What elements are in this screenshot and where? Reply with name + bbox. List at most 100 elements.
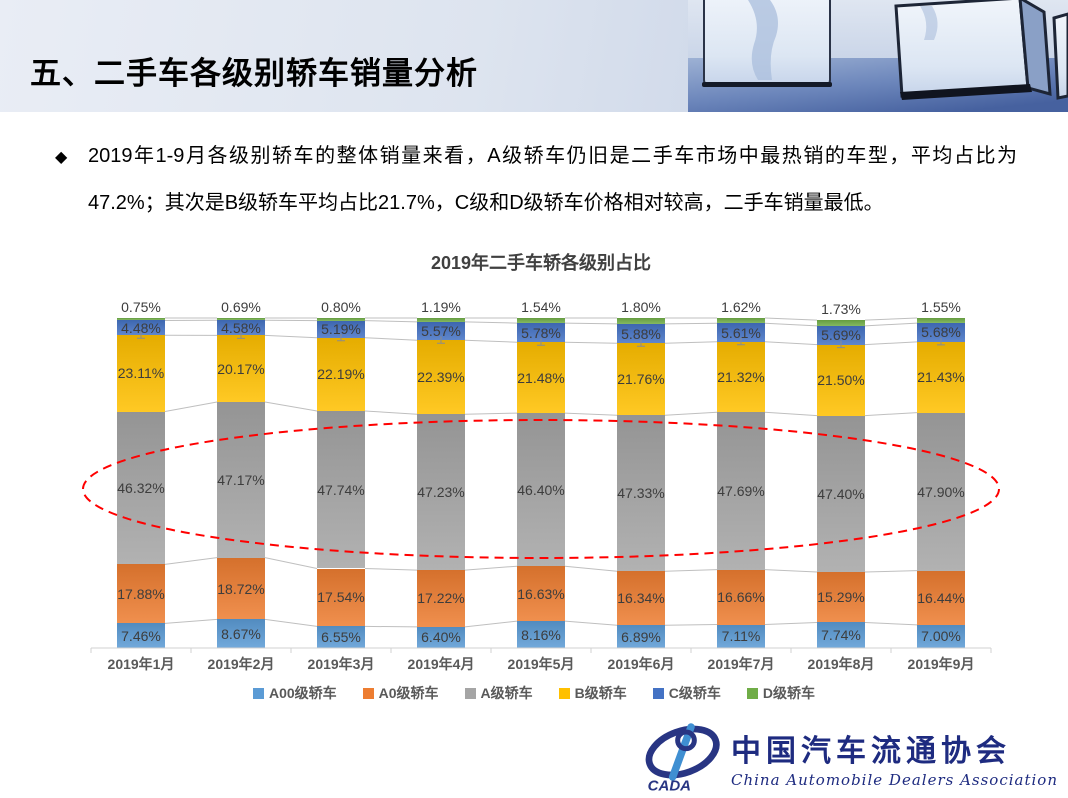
slide-header: 五、二手车各级别轿车销量分析 [0, 0, 1068, 112]
bar-segment-D级轿车 [617, 318, 665, 324]
bar-segment-A00级轿车 [217, 619, 265, 648]
bar-segment-B级轿车 [917, 341, 965, 413]
data-label-A00级轿车: 6.40% [421, 629, 461, 646]
bar-segment-A00级轿车 [717, 624, 765, 648]
bar-segment-D级轿车 [717, 317, 765, 324]
bar-segment-A0级轿车 [717, 569, 765, 625]
data-label-B级轿车: 22.39% [417, 369, 465, 386]
bar-segment-A00级轿车 [517, 621, 565, 648]
data-label-B级轿车: 21.76% [617, 371, 665, 388]
bar-segment-A00级轿车 [917, 624, 965, 648]
bar-segment-A0级轿车 [817, 572, 865, 623]
data-label-D级轿车: 0.75% [121, 299, 161, 315]
bar-segment-C级轿车 [217, 320, 265, 336]
data-label-D级轿车: 1.62% [721, 298, 761, 315]
x-axis-label: 2019年6月 [607, 656, 675, 672]
bar-segment-A00级轿车 [317, 626, 365, 648]
bar-segment-A0级轿车 [517, 566, 565, 622]
page-title: 五、二手车各级别轿车销量分析 [30, 56, 478, 91]
bar-segment-A00级轿车 [617, 625, 665, 648]
legend-swatch-icon [464, 687, 476, 699]
legend-item-A0级轿车: A0级轿车 [362, 683, 439, 703]
bar-segment-C级轿车 [917, 323, 965, 342]
org-name-chinese: 中国汽车流通协会 [730, 734, 1011, 768]
bar-segment-D级轿车 [417, 318, 465, 322]
data-label-A0级轿车: 15.29% [817, 589, 865, 606]
data-label-A0级轿车: 16.66% [717, 589, 765, 606]
legend-item-B级轿车: B级轿车 [558, 683, 627, 703]
data-label-B级轿车: 23.11% [117, 365, 165, 382]
x-axis-label: 2019年5月 [507, 656, 575, 672]
data-label-C级轿车: 4.48% [121, 319, 161, 336]
legend-item-A级轿车: A级轿车 [464, 683, 533, 703]
data-label-C级轿车: 5.57% [421, 323, 461, 340]
data-label-C级轿车: 5.69% [821, 327, 861, 344]
org-name-english: China Automobile Dealers Association [730, 770, 1058, 789]
data-label-A级轿车: 47.90% [917, 483, 965, 500]
bar-segment-A0级轿车 [417, 570, 465, 627]
bar-segment-C级轿车 [717, 323, 765, 342]
bar-segment-C级轿车 [617, 323, 665, 344]
data-label-D级轿车: 1.54% [521, 299, 561, 316]
data-label-A00级轿车: 7.74% [821, 627, 861, 644]
bar-segment-B级轿车 [817, 344, 865, 416]
data-label-A0级轿车: 17.54% [317, 589, 365, 606]
data-label-A00级轿车: 6.55% [321, 629, 361, 646]
bar-segment-B级轿车 [217, 335, 265, 402]
legend-item-D级轿车: D级轿车 [746, 683, 816, 703]
x-axis-label: 2019年4月 [407, 656, 475, 672]
data-label-A级轿车: 46.32% [117, 479, 165, 496]
legend-swatch-icon [362, 687, 374, 699]
legend-swatch-icon [746, 687, 758, 699]
data-label-A00级轿车: 8.67% [221, 625, 261, 642]
legend-label: B级轿车 [574, 685, 627, 701]
data-label-B级轿车: 21.48% [517, 369, 565, 386]
cada-logo-text: CADA [648, 777, 691, 792]
bar-segment-C级轿车 [517, 323, 565, 343]
data-label-B级轿车: 21.32% [717, 369, 765, 385]
bar-segment-B级轿车 [717, 341, 765, 413]
data-label-A级轿车: 47.17% [217, 471, 265, 488]
bar-segment-C级轿车 [117, 320, 165, 336]
x-axis-label: 2019年8月 [807, 656, 875, 672]
bar-segment-D级轿车 [117, 318, 165, 321]
chart-legend: A00级轿车 A0级轿车 A级轿车 B级轿车 C级轿车 D级轿车 [0, 683, 1068, 703]
bar-segment-D级轿车 [517, 318, 565, 324]
data-label-C级轿车: 4.58% [221, 319, 261, 336]
data-label-A00级轿车: 7.11% [721, 628, 761, 645]
data-label-A0级轿车: 16.34% [617, 590, 665, 607]
x-axis-label: 2019年3月 [307, 656, 375, 672]
bar-segment-B级轿车 [417, 340, 465, 415]
data-label-C级轿车: 5.78% [521, 324, 561, 341]
data-label-A级轿车: 46.40% [517, 481, 565, 498]
legend-label: A0级轿车 [378, 685, 439, 701]
bar-segment-B级轿车 [117, 335, 165, 412]
bar-segment-C级轿车 [817, 325, 865, 345]
bar-segment-D级轿车 [817, 320, 865, 326]
legend-swatch-icon [252, 687, 264, 699]
bar-segment-A0级轿车 [217, 557, 265, 620]
header-cubes-graphic [688, 0, 1068, 112]
data-label-B级轿车: 20.17% [217, 360, 265, 377]
bar-segment-A0级轿车 [317, 568, 365, 627]
data-label-A0级轿车: 16.44% [917, 589, 965, 606]
x-axis-label: 2019年7月 [707, 656, 775, 672]
legend-label: D级轿车 [762, 685, 816, 701]
data-label-B级轿车: 22.19% [317, 366, 365, 383]
legend-swatch-icon [558, 687, 570, 699]
data-label-A00级轿车: 7.46% [121, 627, 161, 644]
bullet-text: 2019年1-9月各级别轿车的整体销量来看，A级轿车仍旧是二手车市场中最热销的车… [88, 145, 1017, 214]
data-label-D级轿车: 0.80% [321, 298, 361, 315]
x-axis-label: 2019年1月 [107, 656, 175, 672]
data-label-A级轿车: 47.69% [717, 482, 765, 499]
data-label-A级轿车: 47.40% [817, 485, 865, 502]
bar-segment-B级轿车 [517, 342, 565, 414]
data-label-C级轿车: 5.88% [621, 325, 661, 342]
legend-item-A00级轿车: A00级轿车 [252, 683, 337, 703]
data-label-A级轿车: 47.74% [317, 481, 365, 498]
data-label-A0级轿车: 16.63% [517, 585, 565, 602]
data-label-D级轿车: 0.69% [221, 299, 261, 315]
data-label-D级轿车: 1.19% [421, 299, 461, 315]
legend-label: A级轿车 [480, 685, 533, 701]
diamond-bullet-icon: ◆ [55, 149, 68, 166]
